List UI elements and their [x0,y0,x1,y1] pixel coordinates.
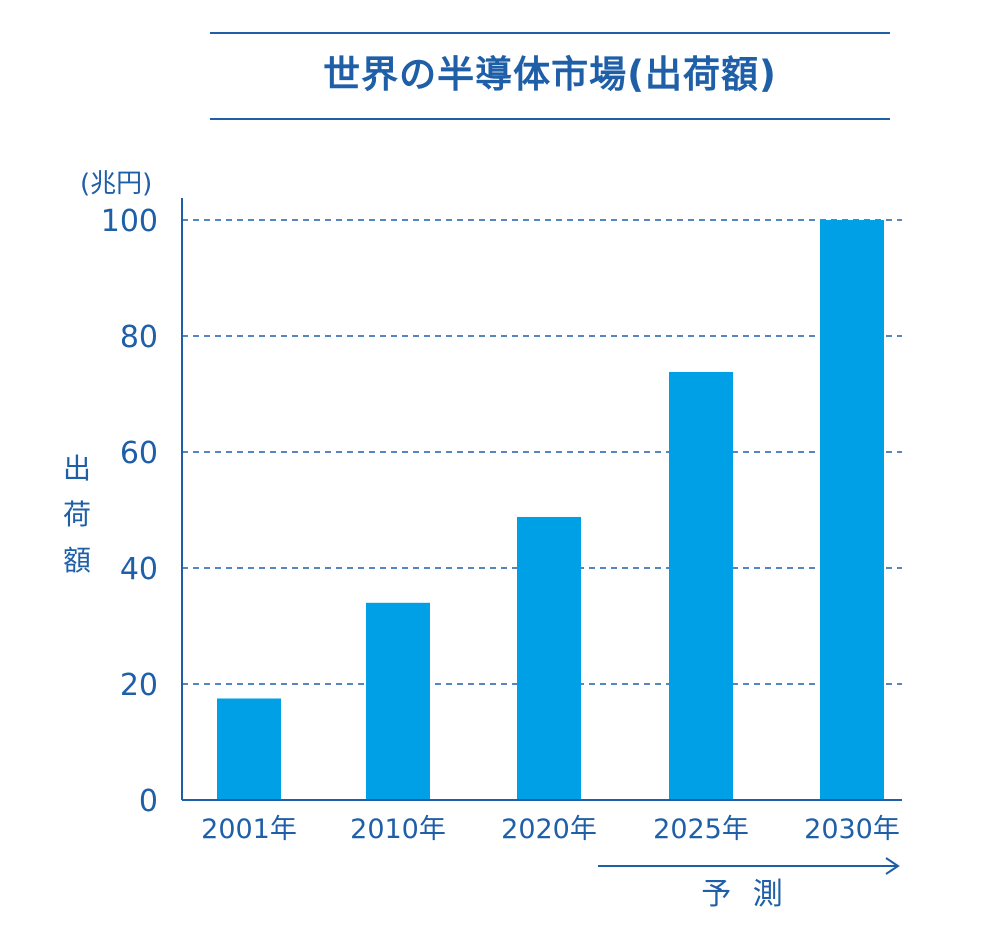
forecast-annotation: 予 測 [598,857,900,912]
y-tick-label-20: 20 [120,668,158,703]
y-tick-label-80: 80 [120,320,158,355]
x-tick-label-3: 2025年 [653,814,749,845]
y-axis-label-char: 出 [63,452,91,485]
bar-2001年 [217,698,281,800]
forecast-arrow-head [885,857,900,875]
y-tick-label-60: 60 [120,436,158,471]
chart-title: 世界の半導体市場(出荷額) [323,53,777,96]
y-tick-labels: 0 20 40 60 80 100 [101,204,158,819]
bar-2010年 [366,602,430,800]
y-tick-label-40: 40 [120,552,158,587]
y-tick-label-0: 0 [139,784,158,819]
y-axis-label: 出荷額 [63,452,91,577]
y-tick-label-100: 100 [101,204,158,239]
title-rule-bottom [210,118,890,120]
bars [217,220,884,800]
x-tick-label-0: 2001年 [201,814,297,845]
x-tick-label-2: 2020年 [501,814,597,845]
y-axis-label-char: 荷 [63,498,91,531]
forecast-label: 予 測 [701,877,789,912]
bar-2030年 [820,220,884,800]
bar-2025年 [669,371,733,800]
x-tick-label-4: 2030年 [804,814,900,845]
axes [181,198,902,801]
y-axis-label-char: 額 [63,544,91,577]
title-rule-top [210,32,890,34]
x-tick-label-1: 2010年 [350,814,446,845]
y-axis-unit: (兆円) [80,169,152,199]
gridlines [182,219,902,685]
x-tick-labels: 2001年 2010年 2020年 2025年 2030年 [201,814,900,845]
bar-2020年 [517,516,581,800]
title-block: 世界の半導体市場(出荷額) [210,32,890,120]
